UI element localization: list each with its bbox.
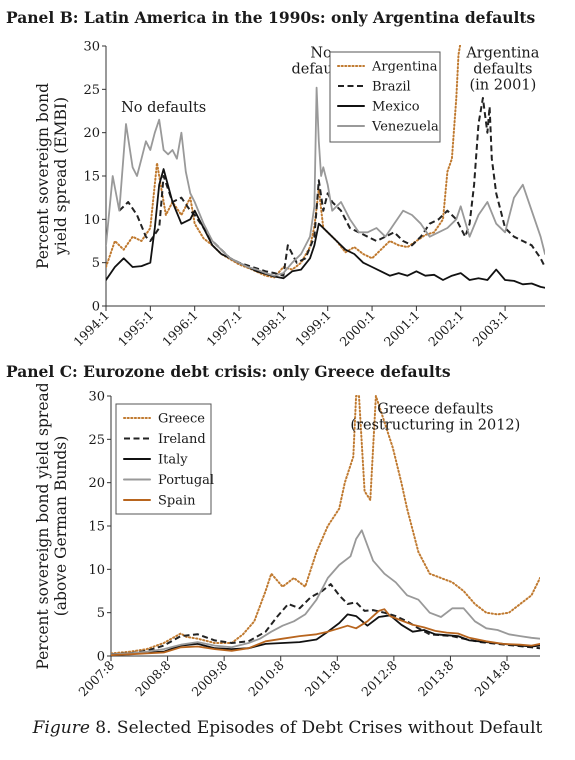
x-tick-label: 2003:1 xyxy=(470,308,512,350)
series-line-portugal xyxy=(111,529,540,656)
x-tick-label: 1995:1 xyxy=(115,308,157,350)
legend-label-portugal: Portugal xyxy=(158,473,214,488)
legend-label-brazil: Brazil xyxy=(372,80,411,95)
legend-label-ireland: Ireland xyxy=(158,432,206,447)
x-tick-label: 2012:8 xyxy=(358,657,400,699)
x-tick-label: 2000:1 xyxy=(336,308,378,350)
y-tick-label: 10 xyxy=(83,213,100,228)
annotation: Greece defaults (restructuring in 2012) xyxy=(350,401,520,433)
x-tick-label: 2001:1 xyxy=(381,308,423,350)
series-group xyxy=(111,395,540,657)
annotation: No defaults xyxy=(121,100,206,116)
legend-label-italy: Italy xyxy=(158,453,188,468)
x-tick-label: 1997:1 xyxy=(203,308,245,350)
y-tick-label: 0 xyxy=(97,650,105,665)
y-tick-label: 5 xyxy=(97,606,105,621)
series-line-spain xyxy=(111,608,540,657)
y-tick-label: 10 xyxy=(88,563,105,578)
series-line-ireland xyxy=(111,583,540,656)
y-axis-label: Percent sovereign bond xyxy=(34,83,52,269)
x-tick-label: 1999:1 xyxy=(292,308,334,350)
y-tick-label: 25 xyxy=(83,83,100,98)
series-line-italy xyxy=(111,613,540,656)
x-tick-label: 2013:8 xyxy=(415,657,457,699)
series-line-greece xyxy=(111,395,540,655)
y-axis-label: (above German Bunds) xyxy=(52,436,70,617)
legend-label-greece: Greece xyxy=(158,412,205,427)
y-tick-label: 5 xyxy=(92,256,100,271)
y-axis-label: yield spread (EMBI) xyxy=(52,97,70,256)
series-line-mexico xyxy=(106,168,545,289)
x-tick-label: 2010:8 xyxy=(245,657,287,699)
legend-label-spain: Spain xyxy=(158,494,196,509)
y-tick-label: 20 xyxy=(88,476,105,491)
y-axis-label: Percent sovereign bond yield spread xyxy=(34,384,52,670)
figure-caption: Figure 8. Selected Episodes of Debt Cris… xyxy=(0,718,575,738)
legend-label-venezuela: Venezuela xyxy=(371,120,439,135)
figure-label: Figure xyxy=(32,718,90,738)
x-tick-label: 1998:1 xyxy=(248,308,290,350)
x-tick-label: 2014:8 xyxy=(471,657,513,699)
x-tick-label: 2008:8 xyxy=(132,657,174,699)
y-tick-label: 0 xyxy=(92,300,100,315)
panel-c-title: Panel C: Eurozone debt crisis: only Gree… xyxy=(6,362,451,381)
y-tick-label: 25 xyxy=(88,433,105,448)
y-tick-label: 30 xyxy=(83,40,100,55)
x-tick-label: 2002:1 xyxy=(425,308,467,350)
y-tick-label: 30 xyxy=(88,390,105,405)
x-tick-label: 2011:8 xyxy=(302,657,344,699)
legend-label-mexico: Mexico xyxy=(372,100,420,115)
legend-label-argentina: Argentina xyxy=(371,60,438,75)
y-tick-label: 20 xyxy=(83,126,100,141)
y-tick-label: 15 xyxy=(88,520,105,535)
panel-b-title: Panel B: Latin America in the 1990s: onl… xyxy=(6,8,536,27)
x-tick-label: 2009:8 xyxy=(189,657,231,699)
series-line-venezuela xyxy=(106,86,545,277)
annotation: Argentina defaults (in 2001) xyxy=(465,45,539,93)
figure-caption-text: 8. Selected Episodes of Debt Crises with… xyxy=(89,718,543,738)
y-tick-label: 15 xyxy=(83,170,100,185)
series-group xyxy=(106,45,545,289)
x-tick-label: 1996:1 xyxy=(159,308,201,350)
